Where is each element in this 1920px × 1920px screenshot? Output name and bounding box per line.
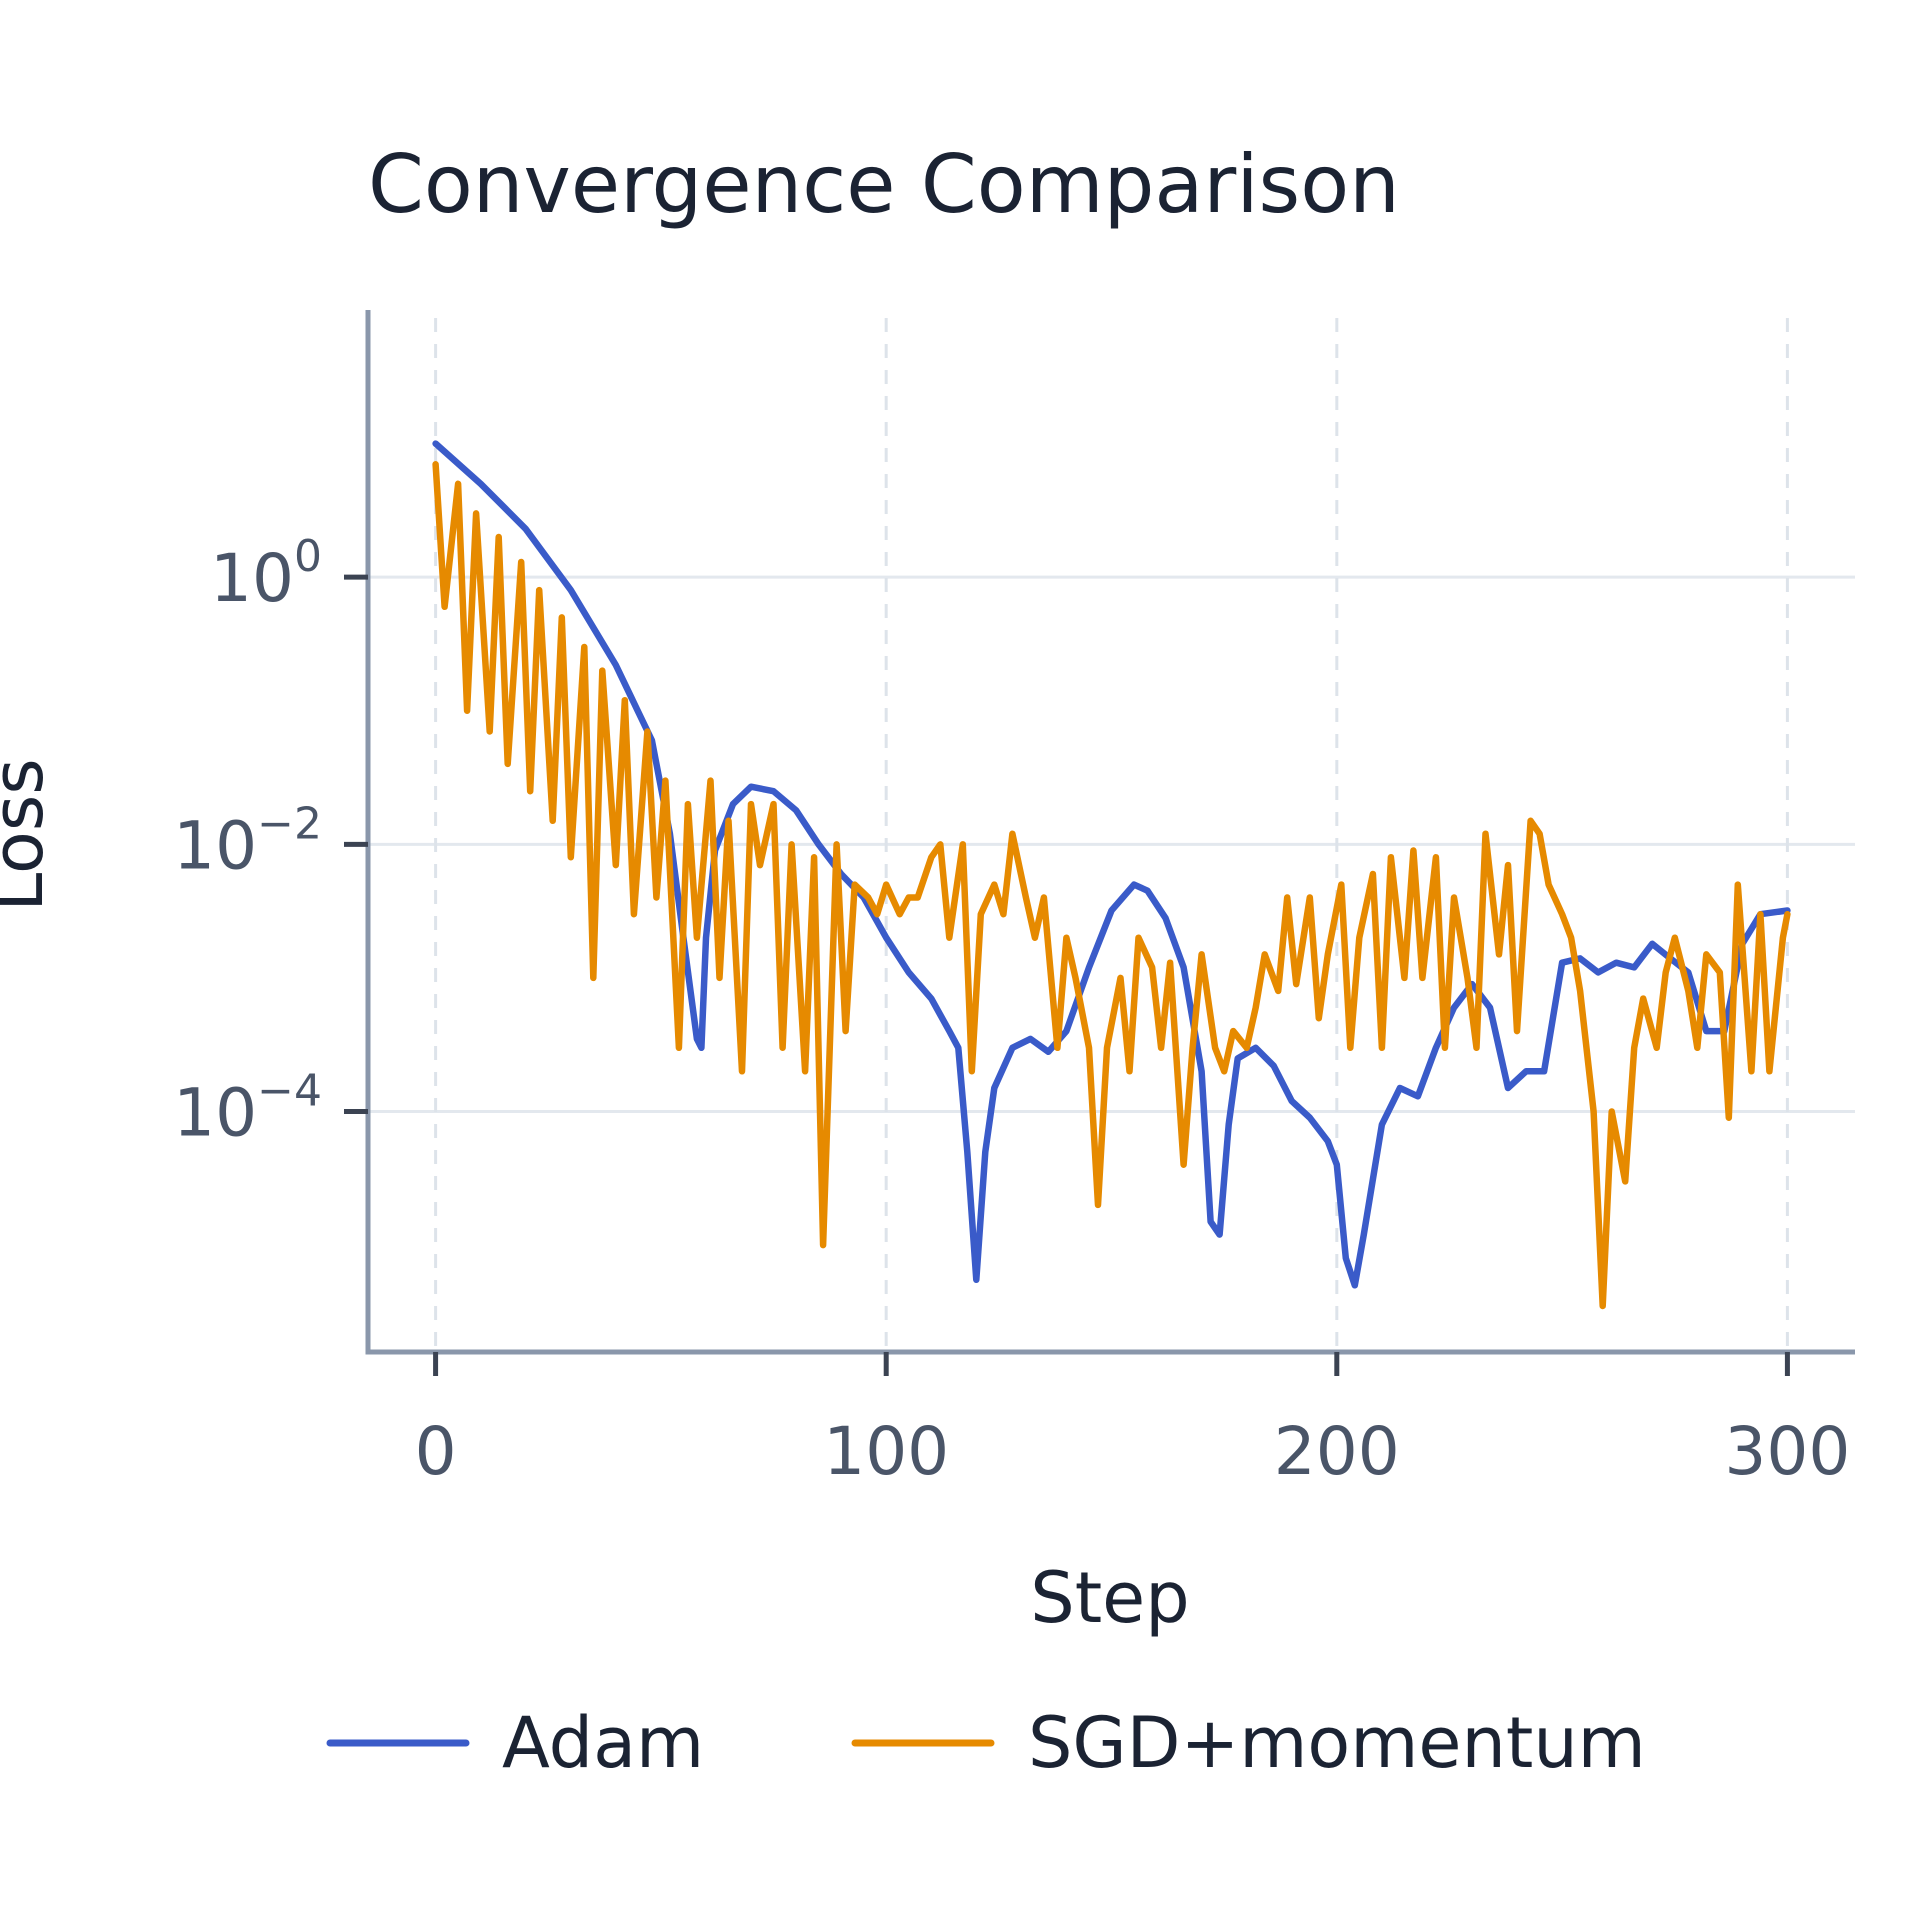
- y-axis-label: Loss: [0, 758, 59, 912]
- x-tick-label: 200: [1274, 1413, 1400, 1490]
- y-tick-label: 10−2: [173, 798, 322, 884]
- x-tick-label: 100: [823, 1413, 949, 1490]
- x-tick-label: 0: [415, 1413, 457, 1490]
- axis-spine: [365, 310, 1855, 1355]
- series-layer: [432, 440, 1791, 1310]
- y-tick-label: 10−4: [173, 1066, 322, 1152]
- x-tick-label: 300: [1724, 1413, 1850, 1490]
- series-line-sgd-momentum: [432, 461, 1791, 1310]
- series-line-adam: [432, 440, 1791, 1289]
- x-axis-label: Step: [1030, 1557, 1189, 1639]
- chart-title: Convergence Comparison: [368, 138, 1400, 231]
- legend-label-sgd-momentum: SGD+momentum: [1028, 1702, 1646, 1784]
- axes: 0 100 200 300 100 10−2 10−4: [173, 310, 1855, 1490]
- y-tick-label: 100: [210, 531, 322, 617]
- legend: Adam SGD+momentum: [326, 1702, 1646, 1784]
- legend-label-adam: Adam: [502, 1702, 704, 1784]
